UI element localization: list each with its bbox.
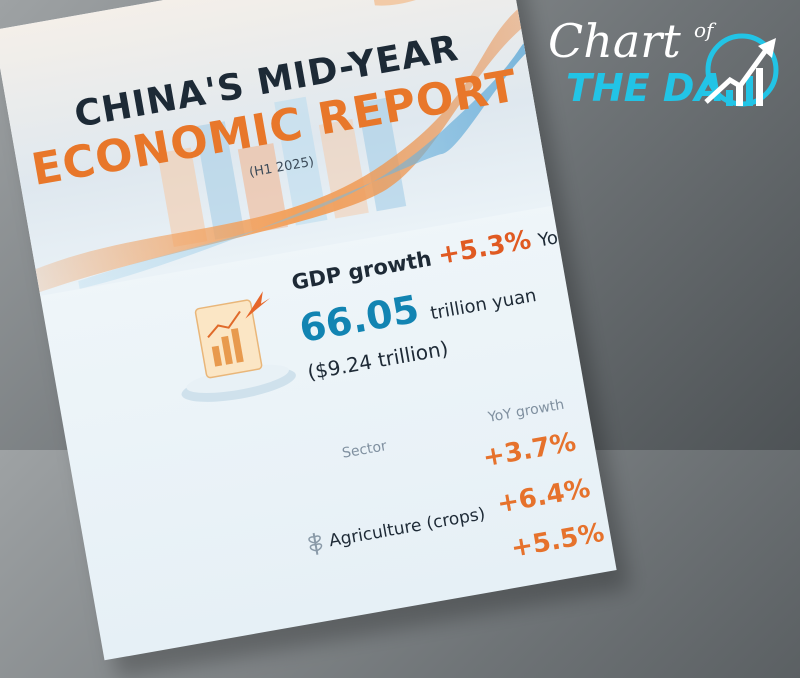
building-bar xyxy=(195,121,245,240)
orange-ribbon xyxy=(26,0,540,296)
growth-arrow-icon xyxy=(704,33,779,107)
report-infographic: CHINA'S MID-YEAR ECONOMIC REPORT (H1 202… xyxy=(0,0,617,661)
hero-banner: CHINA'S MID-YEAR ECONOMIC REPORT (H1 202… xyxy=(0,0,553,296)
document-chart-icon xyxy=(181,291,296,402)
doc-bar xyxy=(221,335,233,365)
building-bar xyxy=(237,143,289,234)
gdp-value: 66.05 xyxy=(296,286,423,351)
logo-word-of: of xyxy=(694,18,714,42)
crop-icon xyxy=(308,532,323,555)
doc-trend-line xyxy=(207,310,241,339)
logo-word-chart: Chart xyxy=(548,14,681,68)
doc-bar xyxy=(230,328,244,363)
top-ribbon xyxy=(372,0,518,6)
chart-of-the-day-logo: Chart of THE DA xyxy=(548,14,788,114)
pedestal-top xyxy=(186,364,289,393)
table-row-growth: +3.7% xyxy=(480,427,579,474)
table-row-growth: +5.5% xyxy=(508,517,607,564)
table-header-growth: YoY growth xyxy=(486,396,566,426)
doc-bar xyxy=(211,345,223,367)
hero-decoration xyxy=(26,0,544,296)
building-bar xyxy=(274,96,328,226)
table-row-sector: Agriculture (crops) xyxy=(327,504,487,552)
building-bar xyxy=(157,147,208,247)
gdp-value-unit: trillion yuan xyxy=(428,284,538,325)
logo-word-the-day: THE DA xyxy=(566,66,724,110)
up-arrow-icon xyxy=(245,291,271,319)
gdp-growth-value: +5.3% xyxy=(435,225,534,271)
table-row-growth: +6.4% xyxy=(494,473,593,520)
